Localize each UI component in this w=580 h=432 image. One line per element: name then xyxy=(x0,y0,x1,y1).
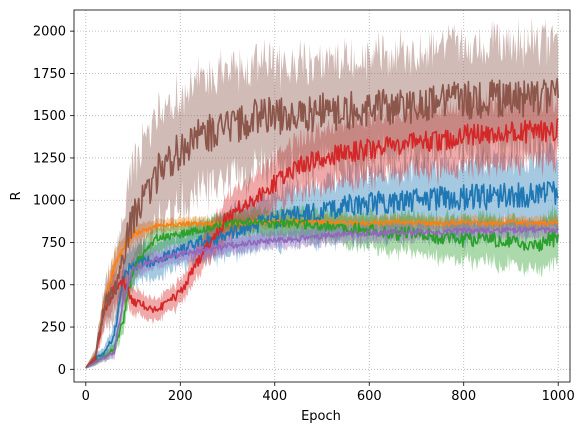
y-tick-label: 250 xyxy=(41,321,66,336)
y-tick-label: 500 xyxy=(41,278,66,293)
y-tick-label: 1250 xyxy=(33,151,66,166)
series-line-2 xyxy=(85,219,559,369)
x-axis-label: Epoch xyxy=(301,409,341,424)
series-band-3 xyxy=(85,203,559,369)
y-tick-label: 2000 xyxy=(33,25,66,40)
series-line-6 xyxy=(85,77,559,369)
x-tick-label: 600 xyxy=(357,389,382,404)
plot-frame xyxy=(73,9,571,383)
series-line-5 xyxy=(85,226,559,369)
axis-ticks: 0 200 400 600 800 1000 0 250 500 750 1000 1250 1500 1… xyxy=(33,25,575,404)
y-tick-label: 0 xyxy=(58,363,66,378)
series-lines xyxy=(85,77,559,369)
y-tick-label: 1500 xyxy=(33,109,66,124)
series-band-4 xyxy=(85,82,559,369)
y-tick-label: 750 xyxy=(41,236,66,251)
y-tick-label: 1000 xyxy=(33,194,66,209)
x-tick-label: 400 xyxy=(262,389,287,404)
series-line-4 xyxy=(85,118,559,369)
y-axis-label: R xyxy=(9,191,24,200)
series-band-5 xyxy=(85,218,559,369)
series-line-3 xyxy=(85,218,559,369)
series-line-1 xyxy=(85,181,559,369)
x-tick-label: 1000 xyxy=(542,389,575,404)
x-tick-label: 0 xyxy=(82,389,90,404)
x-tick-label: 800 xyxy=(451,389,476,404)
axes-frame xyxy=(73,9,571,383)
y-tick-label: 1750 xyxy=(33,67,66,82)
x-tick-label: 200 xyxy=(168,389,193,404)
